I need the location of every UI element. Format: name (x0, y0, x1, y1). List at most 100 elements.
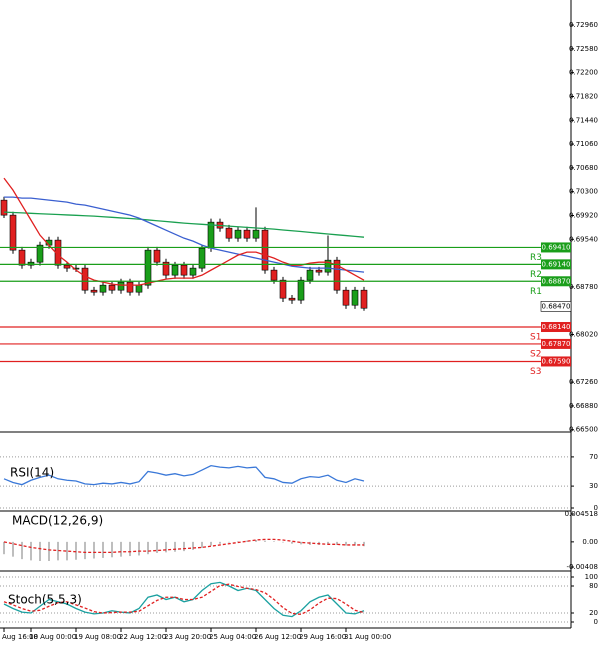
candle-body (180, 264, 188, 276)
candle-body (270, 269, 278, 281)
y-tick-label: 0.67260 (569, 378, 598, 386)
panel-title: MACD(12,26,9) (12, 514, 103, 528)
candle-body (333, 259, 341, 291)
candle-body (306, 269, 314, 281)
candle-body (63, 264, 71, 269)
y-tick-label: 70 (589, 453, 598, 461)
candle-body (126, 281, 134, 293)
candle-body (234, 229, 242, 239)
indicator-line (4, 196, 365, 273)
level-price-box (541, 242, 571, 253)
level-price-box (541, 276, 571, 287)
candle-body (261, 229, 269, 271)
candle-body (342, 289, 350, 306)
x-tick-label: 19 Aug 08:00 (74, 633, 121, 641)
y-tick-label: 0 (594, 504, 598, 512)
candle-body (198, 247, 206, 269)
level-price: 0.67870 (542, 340, 571, 348)
level-name: S2 (530, 349, 541, 359)
candle-body (162, 261, 170, 276)
x-tick-label: 22 Aug 12:00 (119, 633, 166, 641)
indicator-line (3, 211, 365, 238)
level-price-box (541, 322, 571, 333)
y-tick-label: 0.71060 (569, 140, 598, 148)
candle-body (99, 284, 107, 293)
level-price-box (541, 338, 571, 349)
x-tick-label: 18 Aug 00:00 (29, 633, 76, 641)
y-tick-label: -0.00408 (567, 563, 598, 571)
y-tick-label: 0.66880 (569, 402, 598, 410)
y-tick-label: 0.71440 (569, 116, 598, 124)
y-tick-label: 0.71820 (569, 92, 598, 100)
level-price: 0.69140 (542, 260, 571, 268)
candle-body (135, 284, 143, 293)
y-tick-label: 80 (589, 582, 598, 590)
candle-body (90, 289, 98, 293)
candle-body (252, 229, 260, 239)
candle-body (297, 279, 305, 301)
candle-body (288, 297, 296, 301)
candle-body (189, 267, 197, 276)
y-tick-label: 100 (585, 573, 598, 581)
indicator-line (3, 464, 365, 486)
candle-body (207, 221, 215, 249)
candle-body (0, 199, 8, 216)
level-name: S1 (530, 333, 541, 343)
x-tick-label: 31 Aug 00:00 (344, 633, 391, 641)
candle-body (18, 249, 26, 266)
y-tick-label: 0.004518 (565, 510, 598, 518)
y-tick-label: 0.66500 (569, 426, 598, 434)
y-tick-label: 20 (589, 609, 598, 617)
candle-body (144, 249, 152, 286)
candle-body (81, 267, 89, 291)
y-tick-label: 0.72960 (569, 21, 598, 29)
panel-title: Stoch(5,5,3) (8, 593, 82, 607)
y-tick-label: 0 (594, 618, 598, 626)
y-tick-label: 0.68020 (569, 331, 598, 339)
y-tick-label: 0.00 (582, 538, 598, 546)
y-tick-label: 0.69540 (569, 235, 598, 243)
level-name: R2 (530, 270, 542, 280)
candle-body (72, 267, 80, 270)
x-tick-label: 25 Aug 04:00 (209, 633, 256, 641)
y-tick-label: 0.70680 (569, 164, 598, 172)
y-tick-label: 0.72580 (569, 45, 598, 53)
panel-title: RSI(14) (10, 466, 54, 480)
level-price-box (541, 356, 571, 367)
x-tick-label: 29 Aug 16:00 (299, 633, 346, 641)
y-tick-label: 0.72200 (569, 69, 598, 77)
level-price-box (541, 259, 571, 270)
candle-body (108, 284, 116, 291)
level-price: 0.68870 (542, 277, 571, 285)
current-price-box (540, 301, 572, 312)
candle-body (153, 249, 161, 263)
y-tick-label: 30 (589, 482, 598, 490)
level-price: 0.67590 (542, 357, 571, 365)
candle-body (324, 259, 332, 273)
y-tick-label: 0.69920 (569, 212, 598, 220)
candle-body (315, 269, 323, 273)
x-tick-label: 23 Aug 20:00 (164, 633, 211, 641)
x-tick-label: 26 Aug 12:00 (254, 633, 301, 641)
level-name: S3 (530, 367, 541, 377)
level-price: 0.69410 (542, 243, 571, 251)
indicator-line (3, 538, 364, 554)
candle-body (360, 289, 368, 309)
indicator-line (3, 581, 365, 618)
level-price: 0.68140 (542, 323, 571, 331)
level-name: R1 (530, 287, 542, 297)
candle-body (9, 214, 17, 251)
candle-body (36, 244, 44, 263)
candle-body (117, 281, 125, 291)
current-price: 0.68470 (542, 302, 571, 310)
candle-body (279, 279, 287, 299)
candle-body (243, 229, 251, 239)
candle-body (27, 261, 35, 266)
candle-body (351, 289, 359, 306)
candle-body (225, 227, 233, 239)
candle-body (171, 264, 179, 276)
level-name: R3 (530, 253, 542, 263)
y-tick-label: 0.70300 (569, 188, 598, 196)
